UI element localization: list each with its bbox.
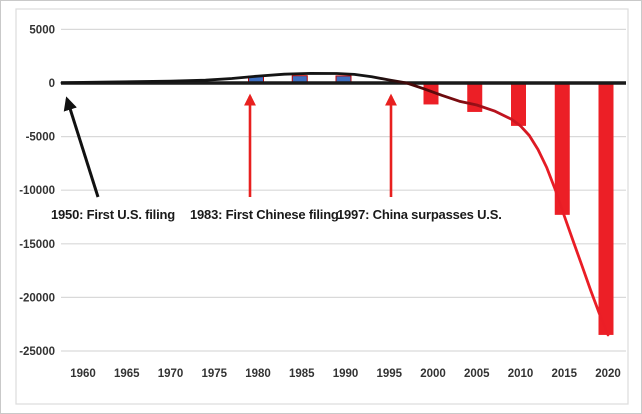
y-tick-label: -10000 <box>19 185 55 197</box>
y-tick-label: 5000 <box>29 24 55 36</box>
annotation-arrows <box>63 93 397 198</box>
y-tick-label: -15000 <box>19 239 55 251</box>
y-tick-label: -5000 <box>26 132 55 144</box>
y-tick-label: -20000 <box>19 292 55 304</box>
red-bar <box>467 83 483 112</box>
y-tick-label: 0 <box>49 78 55 90</box>
x-tick-label: 2005 <box>464 368 490 380</box>
red-bar <box>598 83 614 335</box>
x-tick-label: 1985 <box>289 368 315 380</box>
black-annotation-arrow <box>63 96 100 198</box>
plot-frame <box>15 8 629 405</box>
red-bar <box>423 83 439 105</box>
red-bar <box>511 83 526 126</box>
annotation-china-surpasses-us: 1997: China surpasses U.S. <box>337 207 502 222</box>
y-tick-label: -25000 <box>19 346 55 358</box>
x-tick-label: 1990 <box>333 368 359 380</box>
x-tick-label: 2020 <box>595 368 621 380</box>
trend-line <box>60 72 610 337</box>
x-tick-label: 1980 <box>245 368 271 380</box>
x-tick-label: 2010 <box>508 368 534 380</box>
chart-border <box>15 8 629 405</box>
x-tick-label: 1960 <box>70 368 96 380</box>
x-axis-labels: 1960 1965 1970 1975 1980 1985 1990 1995 2000 2005… <box>70 368 621 380</box>
annotation-first-us-filing: 1950: First U.S. filing <box>51 207 175 222</box>
x-tick-label: 1975 <box>201 368 227 380</box>
x-tick-label: 2000 <box>420 368 446 380</box>
gridlines <box>61 28 626 352</box>
x-tick-label: 2015 <box>551 368 577 380</box>
y-axis-labels: 5000 0 -5000 -10000 -15000 -20000 -25000 <box>19 24 55 358</box>
x-tick-label: 1970 <box>158 368 184 380</box>
x-tick-label: 1995 <box>376 368 402 380</box>
bar-series <box>248 75 614 335</box>
annotation-first-chinese-filing: 1983: First Chinese filing <box>190 207 339 222</box>
red-bar <box>554 83 570 215</box>
x-tick-label: 1965 <box>114 368 140 380</box>
trend-polyline <box>60 72 610 337</box>
